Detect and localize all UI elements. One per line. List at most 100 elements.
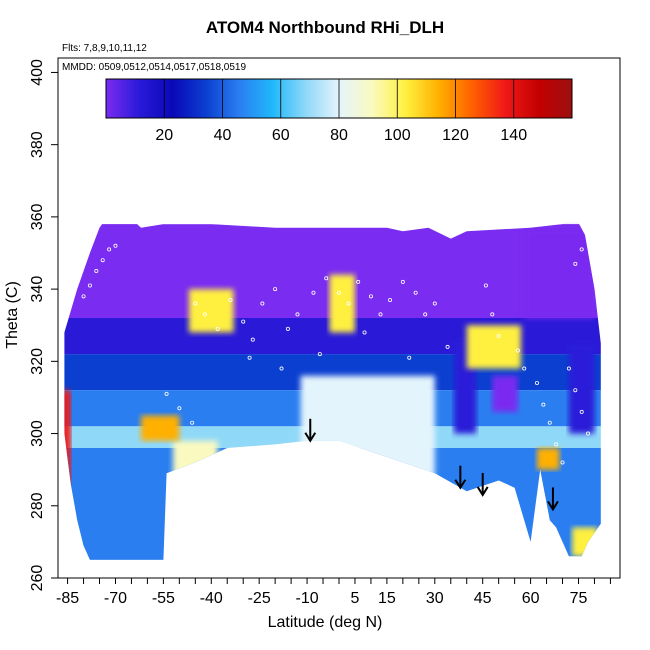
y-tick-label: 260 — [29, 565, 46, 592]
colorbar-ticks: 20 40 60 80 100 120 140 — [155, 79, 527, 144]
rhi-feature-9 — [568, 343, 595, 434]
rhi-feature-5 — [329, 274, 355, 333]
obs-point — [554, 442, 559, 447]
obs-point — [241, 319, 246, 324]
obs-point — [362, 330, 367, 335]
x-tick-label: -70 — [104, 590, 127, 607]
obs-point — [100, 258, 105, 263]
x-tick-label: 75 — [570, 590, 588, 607]
obs-point — [295, 312, 300, 317]
y-tick-label: 380 — [29, 131, 46, 158]
x-axis-label: Latitude (deg N) — [267, 614, 383, 631]
rhi-feature-2 — [64, 390, 71, 485]
obs-point — [423, 312, 428, 317]
obs-point — [413, 290, 418, 295]
colorbar-tick-label: 80 — [330, 127, 348, 144]
x-tick-label: 15 — [378, 590, 396, 607]
y-tick-label: 280 — [29, 492, 46, 519]
obs-point — [566, 366, 571, 371]
arrows-layer — [304, 418, 559, 512]
y-tick-label: 340 — [29, 276, 46, 303]
obs-point — [378, 312, 383, 317]
obs-point — [317, 352, 322, 357]
y-tick-label: 360 — [29, 203, 46, 230]
obs-point — [541, 402, 546, 407]
obs-point — [573, 261, 578, 266]
chart-title: ATOM4 Northbound RHi_DLH — [205, 18, 445, 37]
y-tick-label: 400 — [29, 59, 46, 86]
rhi-feature-12 — [524, 227, 595, 318]
obs-point — [81, 294, 86, 299]
obs-point — [400, 279, 405, 284]
obs-point — [579, 409, 584, 414]
obs-point — [356, 279, 361, 284]
colorbar-tick-label: 40 — [214, 127, 232, 144]
colorbar-tick-label: 100 — [384, 127, 411, 144]
x-tick-label: 5 — [351, 590, 360, 607]
arrow-marker-1 — [454, 465, 467, 490]
x-tick-label: -10 — [296, 590, 319, 607]
obs-point — [336, 290, 341, 295]
arrow-marker-2 — [476, 472, 489, 497]
obs-point — [324, 276, 329, 281]
obs-point — [94, 269, 99, 274]
y-tick-label: 300 — [29, 420, 46, 447]
x-tick-label: 45 — [474, 590, 492, 607]
x-tick-label: -25 — [248, 590, 271, 607]
obs-point — [87, 283, 92, 288]
obs-point — [202, 312, 207, 317]
obs-point — [250, 337, 255, 342]
rhi-feature-11 — [536, 448, 560, 470]
obs-point — [522, 366, 527, 371]
rhi-feature-10 — [572, 527, 598, 557]
colorbar-tick-label: 20 — [155, 127, 173, 144]
x-tick-label: -40 — [200, 590, 223, 607]
obs-point — [228, 297, 233, 302]
obs-point — [177, 406, 182, 411]
arrow-marker-3 — [547, 487, 559, 512]
obs-point — [164, 391, 169, 396]
obs-point — [273, 287, 278, 292]
rhi-feature-7 — [466, 325, 522, 369]
obs-point — [279, 366, 284, 371]
dates-note: MMDD: 0509,0512,0514,0517,0518,0519 — [62, 62, 247, 73]
obs-point — [534, 380, 539, 385]
rhi-feature-8 — [492, 375, 518, 412]
y-tick-label: 320 — [29, 348, 46, 375]
colorbar-tick-label: 120 — [442, 127, 469, 144]
y-axis: 260 280 300 320 340 360 380 400 — [29, 59, 58, 591]
obs-point — [432, 301, 437, 306]
x-tick-label: -85 — [56, 590, 79, 607]
obs-point — [560, 460, 565, 465]
rhi-band-5 — [64, 448, 601, 560]
x-tick-label: 60 — [522, 590, 540, 607]
flights-note: Flts: 7,8,9,10,11,12 — [62, 43, 147, 54]
obs-point — [260, 301, 265, 306]
x-tick-label: 30 — [426, 590, 444, 607]
obs-point — [285, 326, 290, 331]
obs-point — [113, 243, 118, 248]
arrow-marker-0 — [304, 418, 317, 443]
obs-point — [368, 294, 373, 299]
x-axis: -85 -70 -55 -40 -25 -10 5 15 30 45 60 75 — [56, 578, 611, 607]
obs-point — [490, 312, 495, 317]
obs-point — [346, 301, 351, 306]
colorbar-tick-label: 60 — [272, 127, 290, 144]
obs-point — [573, 388, 578, 393]
obs-point — [190, 420, 195, 425]
obs-point — [388, 297, 393, 302]
x-tick-label: -55 — [152, 590, 175, 607]
obs-point — [107, 247, 112, 252]
obs-point — [247, 355, 252, 360]
obs-point — [193, 301, 198, 306]
obs-point — [483, 283, 488, 288]
obs-point — [407, 355, 412, 360]
obs-point — [579, 247, 584, 252]
obs-point — [215, 326, 220, 331]
obs-point — [515, 348, 520, 353]
obs-point — [311, 290, 316, 295]
obs-point — [547, 420, 552, 425]
colorbar-tick-label: 140 — [500, 127, 527, 144]
observation-points — [81, 236, 591, 465]
